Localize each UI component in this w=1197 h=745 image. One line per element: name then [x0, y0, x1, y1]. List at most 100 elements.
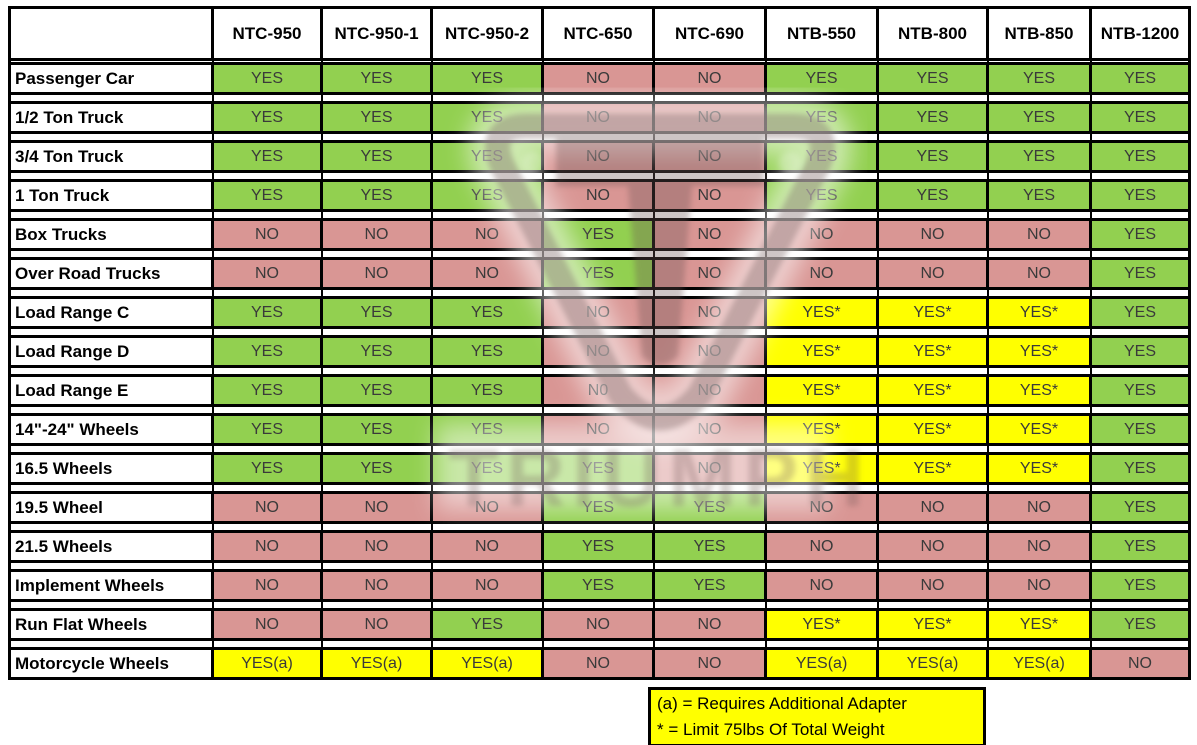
matrix-cell: YES	[320, 374, 433, 407]
matrix-cell: YES	[1089, 530, 1191, 563]
table-row: Passenger Car YES YES YES NO NO YES YES YES YES	[8, 62, 1191, 95]
matrix-cell: YES	[541, 491, 655, 524]
matrix-cell: NO	[986, 530, 1092, 563]
matrix-cell: YES	[211, 452, 323, 485]
matrix-cell: NO	[652, 452, 767, 485]
matrix-cell: YES	[876, 101, 989, 134]
row-label: 19.5 Wheel	[8, 491, 214, 524]
table-body: Passenger Car YES YES YES NO NO YES YES YES YES 1/…	[8, 59, 1191, 680]
matrix-cell: NO	[430, 257, 544, 290]
matrix-cell: NO	[211, 491, 323, 524]
matrix-cell: NO	[430, 569, 544, 602]
matrix-cell: YES	[764, 140, 879, 173]
row-spacer-cell	[211, 132, 323, 142]
matrix-cell: YES	[541, 257, 655, 290]
matrix-cell: YES*	[876, 374, 989, 407]
row-spacer-cell	[764, 327, 879, 337]
matrix-cell: NO	[652, 101, 767, 134]
row-spacer-cell	[541, 210, 655, 220]
row-spacer-cell	[8, 522, 214, 532]
row-spacer-cell	[986, 561, 1092, 571]
matrix-cell: YES	[320, 296, 433, 329]
row-spacer-cell	[986, 171, 1092, 181]
table-row: Box Trucks NO NO NO YES NO NO NO NO YES	[8, 218, 1191, 251]
row-spacer-cell	[876, 132, 989, 142]
row-spacer-cell	[8, 366, 214, 376]
row-spacer-cell	[8, 59, 214, 64]
row-spacer-cell	[430, 405, 544, 415]
matrix-cell: YES*	[986, 608, 1092, 641]
matrix-cell: YES	[1089, 569, 1191, 602]
matrix-cell: YES	[1089, 62, 1191, 95]
row-spacer-cell	[876, 171, 989, 181]
row-spacer-cell	[211, 366, 323, 376]
row-spacer-cell	[652, 210, 767, 220]
matrix-cell: YES*	[764, 608, 879, 641]
header-row: NTC-950 NTC-950-1 NTC-950-2 NTC-650 NTC-690 N…	[8, 6, 1191, 61]
row-spacer-cell	[652, 444, 767, 454]
row-spacer-cell	[652, 249, 767, 259]
matrix-cell: YES	[320, 62, 433, 95]
matrix-cell: YES	[876, 179, 989, 212]
matrix-cell: YES	[1089, 101, 1191, 134]
matrix-cell: NO	[652, 374, 767, 407]
matrix-cell: NO	[652, 218, 767, 251]
matrix-cell: N0	[541, 374, 655, 407]
row-spacer-cell	[211, 639, 323, 649]
row-spacer-cell	[1089, 93, 1191, 103]
row-spacer-cell	[541, 639, 655, 649]
row-spacer-cell	[541, 327, 655, 337]
row-spacer-cell	[211, 93, 323, 103]
row-spacer-cell	[1089, 405, 1191, 415]
row-spacer-cell	[320, 483, 433, 493]
row-spacer-cell	[430, 327, 544, 337]
row-spacer-cell	[652, 132, 767, 142]
table-header: NTC-950 NTC-950-1 NTC-950-2 NTC-650 NTC-690 N…	[8, 6, 1191, 61]
matrix-cell: YES	[541, 569, 655, 602]
matrix-cell: YES	[1089, 140, 1191, 173]
row-spacer-cell	[211, 171, 323, 181]
row-spacer-cell	[320, 132, 433, 142]
matrix-cell: NO	[652, 179, 767, 212]
row-spacer-cell	[986, 132, 1092, 142]
row-spacer-cell	[876, 522, 989, 532]
row-spacer-cell	[1089, 288, 1191, 298]
row-spacer-cell	[1089, 171, 1191, 181]
row-spacer-cell	[8, 249, 214, 259]
matrix-cell: NO	[764, 257, 879, 290]
matrix-cell: NO	[764, 491, 879, 524]
matrix-cell: YES*	[764, 413, 879, 446]
row-spacer-cell	[430, 288, 544, 298]
row-spacer-cell	[986, 366, 1092, 376]
matrix-cell: YES	[876, 62, 989, 95]
matrix-cell: NO	[211, 257, 323, 290]
row-spacer-cell	[541, 561, 655, 571]
row-spacer	[8, 639, 1191, 649]
matrix-cell: YES	[430, 335, 544, 368]
row-spacer-cell	[1089, 210, 1191, 220]
matrix-cell: NO	[986, 218, 1092, 251]
row-spacer-cell	[8, 639, 214, 649]
row-spacer-cell	[8, 288, 214, 298]
matrix-cell: NO	[876, 530, 989, 563]
table-row: Over Road Trucks NO NO NO YES NO NO NO NO YES	[8, 257, 1191, 290]
matrix-cell: YES	[1089, 218, 1191, 251]
row-spacer-cell	[320, 210, 433, 220]
row-spacer-cell	[1089, 59, 1191, 64]
row-spacer-cell	[986, 405, 1092, 415]
matrix-cell: YES(a)	[320, 647, 433, 680]
matrix-cell: NO	[320, 257, 433, 290]
matrix-cell: NO	[211, 218, 323, 251]
matrix-cell: NO	[541, 413, 655, 446]
matrix-cell: YES	[986, 140, 1092, 173]
row-spacer-cell	[430, 639, 544, 649]
row-spacer-cell	[764, 288, 879, 298]
table-row: 14"-24" Wheels YES YES YES NO NO YES* YES* YES* Y…	[8, 413, 1191, 446]
matrix-cell: YES*	[986, 335, 1092, 368]
row-spacer-cell	[8, 327, 214, 337]
row-spacer-cell	[8, 600, 214, 610]
row-label: Load Range C	[8, 296, 214, 329]
page: NTC-950 NTC-950-1 NTC-950-2 NTC-650 NTC-690 N…	[0, 6, 1197, 745]
matrix-cell: NO	[430, 218, 544, 251]
matrix-cell: YES	[430, 62, 544, 95]
